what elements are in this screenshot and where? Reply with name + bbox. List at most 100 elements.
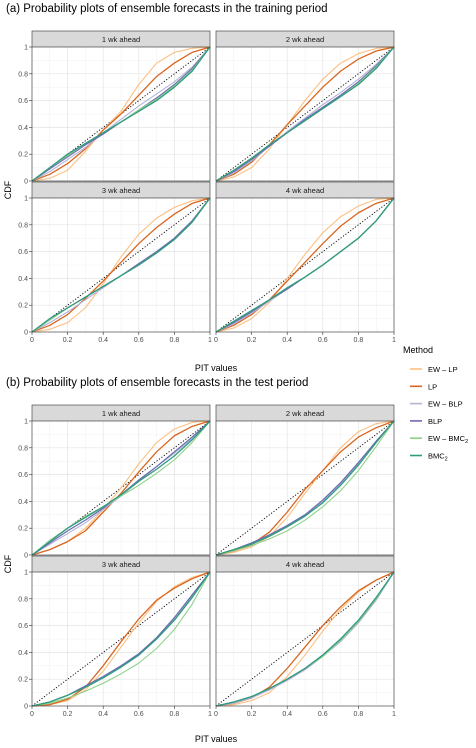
y-tick-label: 0 bbox=[24, 553, 28, 560]
x-tick-label: 0.8 bbox=[354, 337, 364, 344]
series-line-ew-lp bbox=[31, 197, 211, 333]
series-line-lp bbox=[215, 197, 395, 333]
reference-diagonal bbox=[31, 571, 211, 707]
chart-title: (a) Probability plots of ensemble foreca… bbox=[6, 3, 328, 15]
panel-border bbox=[31, 197, 211, 333]
x-tick-label: 0.4 bbox=[282, 337, 292, 344]
series-line-bmc bbox=[31, 571, 211, 707]
y-tick-label: 0 bbox=[24, 704, 28, 711]
series-line-bmc bbox=[215, 571, 395, 707]
panel-1-wk-ahead: 1 wk ahead 0 0.2 0.4 0.6 0.8 1 bbox=[18, 404, 211, 560]
x-tick-label: 0.6 bbox=[134, 337, 144, 344]
panel-3-wk-ahead: 3 wk ahead 0 0.2 0.4 0.6 0.8 1 0 0.2 0.4 0.6 0.8 1 bbox=[18, 181, 212, 344]
series-line-bmc bbox=[215, 420, 395, 556]
y-tick-label: 0.4 bbox=[18, 499, 28, 506]
panel-border bbox=[31, 420, 211, 556]
legend: Method EW – LP LP EW – BLP BLP EW – BMC2 BMC2 bbox=[403, 345, 468, 463]
x-tick-label: 0.6 bbox=[134, 711, 144, 718]
x-tick-label: 1 bbox=[392, 337, 396, 344]
reference-diagonal bbox=[215, 197, 395, 333]
reference-diagonal bbox=[215, 571, 395, 707]
panel-strip-label: 4 wk ahead bbox=[286, 560, 324, 569]
y-tick-label: 0.4 bbox=[18, 650, 28, 657]
x-tick-label: 0.2 bbox=[63, 711, 73, 718]
series-line-blp bbox=[215, 46, 395, 182]
y-tick-label: 0.2 bbox=[18, 677, 28, 684]
series-line-ew-lp bbox=[215, 420, 395, 556]
series-line-ew-lp bbox=[215, 46, 395, 182]
x-axis-label: PIT values bbox=[195, 363, 238, 373]
series-line-ew-blp bbox=[31, 46, 211, 182]
y-tick-label: 0 bbox=[24, 330, 28, 337]
panel-strip-label: 1 wk ahead bbox=[102, 409, 140, 418]
panel-strip-label: 4 wk ahead bbox=[286, 186, 324, 195]
legend-label: LP bbox=[428, 382, 437, 391]
series-line-ew-bmc bbox=[215, 420, 395, 556]
x-tick-label: 0.8 bbox=[354, 711, 364, 718]
series-line-blp bbox=[215, 420, 395, 556]
panel-border bbox=[215, 420, 395, 556]
series-line-lp bbox=[31, 571, 211, 707]
y-tick-label: 0.2 bbox=[18, 152, 28, 159]
chart-group-training: (a) Probability plots of ensemble foreca… bbox=[3, 3, 396, 373]
x-tick-label: 0.2 bbox=[63, 337, 73, 344]
series-line-bmc bbox=[215, 197, 395, 333]
y-tick-label: 0.8 bbox=[18, 222, 28, 229]
panel-strip-label: 1 wk ahead bbox=[102, 35, 140, 44]
panel-strip-label: 3 wk ahead bbox=[102, 186, 140, 195]
x-axis-label: PIT values bbox=[195, 734, 238, 744]
panel-2-wk-ahead: 2 wk ahead bbox=[215, 30, 395, 182]
x-tick-label: 0 bbox=[30, 337, 34, 344]
legend-label: EW – BMC2 bbox=[428, 434, 468, 445]
series-line-lp bbox=[31, 420, 211, 556]
chart-title: (b) Probability plots of ensemble foreca… bbox=[6, 377, 308, 389]
y-tick-label: 1 bbox=[24, 196, 28, 203]
y-tick-label: 0.6 bbox=[18, 249, 28, 256]
reference-diagonal bbox=[215, 420, 395, 556]
y-tick-label: 0.6 bbox=[18, 623, 28, 630]
x-tick-label: 0 bbox=[30, 711, 34, 718]
panel-border bbox=[31, 571, 211, 707]
legend-label: EW – BLP bbox=[428, 400, 463, 409]
x-tick-label: 0.8 bbox=[170, 711, 180, 718]
y-tick-label: 0.2 bbox=[18, 526, 28, 533]
x-tick-label: 0.4 bbox=[98, 337, 108, 344]
series-line-bmc bbox=[31, 197, 211, 333]
panel-strip-label: 3 wk ahead bbox=[102, 560, 140, 569]
panel-4-wk-ahead: 4 wk ahead 0 0.2 0.4 0.6 0.8 1 bbox=[214, 181, 396, 344]
series-line-bmc bbox=[31, 46, 211, 182]
y-tick-label: 0 bbox=[24, 179, 28, 186]
x-tick-label: 0.2 bbox=[247, 711, 257, 718]
panel-strip-label: 2 wk ahead bbox=[286, 409, 324, 418]
panel-border bbox=[215, 197, 395, 333]
legend-label: BMC2 bbox=[428, 452, 448, 463]
panel-2-wk-ahead: 2 wk ahead bbox=[215, 404, 395, 556]
panel-strip-label: 2 wk ahead bbox=[286, 35, 324, 44]
panel-border bbox=[31, 46, 211, 182]
y-tick-label: 0.2 bbox=[18, 303, 28, 310]
x-tick-label: 0.8 bbox=[170, 337, 180, 344]
y-tick-label: 0.4 bbox=[18, 125, 28, 132]
series-line-lp bbox=[215, 46, 395, 182]
x-tick-label: 0.4 bbox=[98, 711, 108, 718]
series-line-ew-blp bbox=[215, 571, 395, 707]
series-line-lp bbox=[31, 46, 211, 182]
panel-3-wk-ahead: 3 wk ahead 0 0.2 0.4 0.6 0.8 1 0 0.2 0.4 0.6 0.8 1 bbox=[18, 555, 212, 718]
y-tick-label: 1 bbox=[24, 570, 28, 577]
series-line-ew-lp bbox=[215, 571, 395, 707]
series-line-ew-lp bbox=[215, 197, 395, 333]
series-line-bmc bbox=[215, 46, 395, 182]
x-tick-label: 0.6 bbox=[318, 711, 328, 718]
y-tick-label: 1 bbox=[24, 419, 28, 426]
x-tick-label: 0 bbox=[214, 711, 218, 718]
series-line-ew-lp bbox=[31, 571, 211, 707]
legend-label: EW – LP bbox=[428, 365, 458, 374]
y-tick-label: 1 bbox=[24, 45, 28, 52]
x-tick-label: 1 bbox=[208, 711, 212, 718]
x-tick-label: 0.2 bbox=[247, 337, 257, 344]
y-tick-label: 0.8 bbox=[18, 596, 28, 603]
y-tick-label: 0.6 bbox=[18, 98, 28, 105]
series-line-ew-bmc bbox=[31, 571, 211, 707]
series-line-ew-lp bbox=[31, 46, 211, 182]
